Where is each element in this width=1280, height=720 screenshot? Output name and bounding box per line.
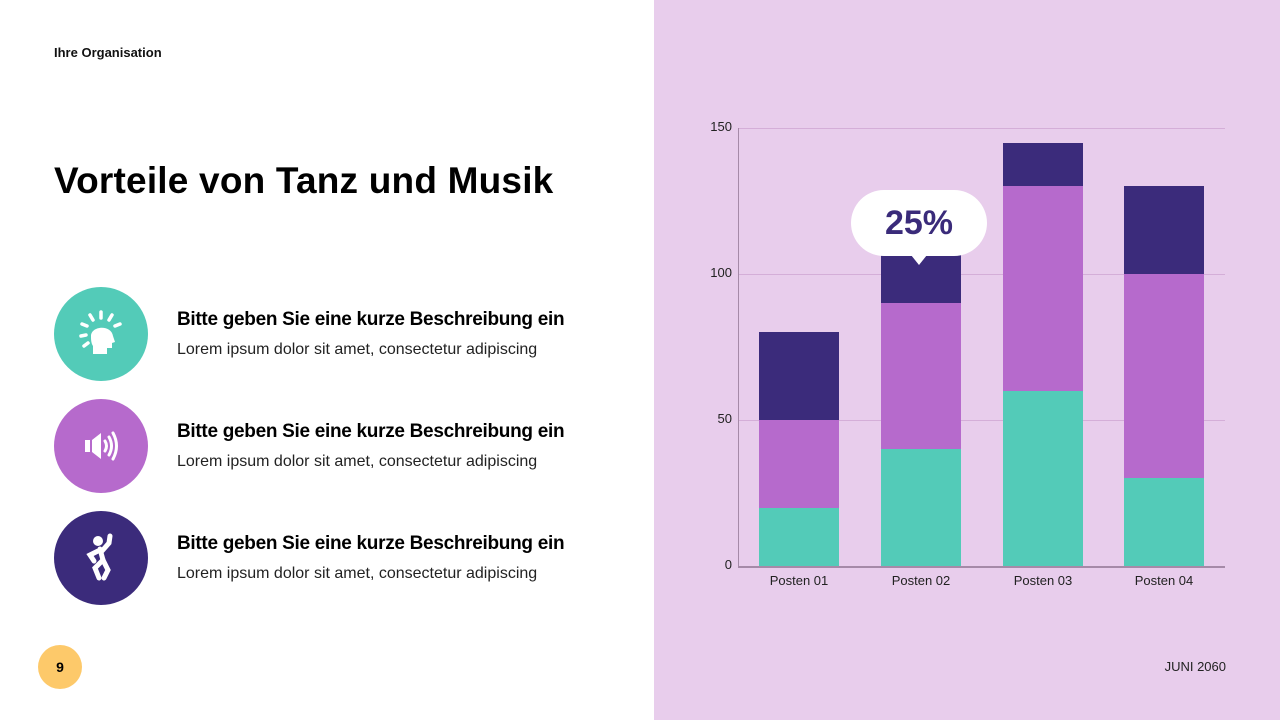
x-tick-label: Posten 02 <box>891 573 951 588</box>
content-panel: Ihre Organisation Vorteile von Tanz und … <box>38 45 634 689</box>
bar-segment <box>1124 274 1204 479</box>
item-title: Bitte geben Sie eine kurze Beschreibung … <box>177 421 565 442</box>
organization-name: Ihre Organisation <box>54 45 162 60</box>
benefit-item-1: Bitte geben Sie eine kurze Beschreibung … <box>54 287 634 381</box>
dancer-icon <box>54 511 148 605</box>
x-axis <box>738 566 1225 568</box>
bar-segment <box>1003 142 1083 187</box>
item-description: Lorem ipsum dolor sit amet, consectetur … <box>177 341 538 358</box>
y-tick-label: 0 <box>724 557 732 572</box>
speaker-icon <box>54 399 148 493</box>
benefit-item-3: Bitte geben Sie eine kurze Beschreibung … <box>54 511 634 605</box>
item-title: Bitte geben Sie eine kurze Beschreibung … <box>177 533 565 554</box>
y-tick-label: 150 <box>710 119 732 134</box>
head-lightbulb-icon <box>54 287 148 381</box>
date-label: JUNI 2060 <box>1164 659 1226 674</box>
gridline <box>738 128 1225 129</box>
gridline <box>738 420 1225 421</box>
x-tick-label: Posten 03 <box>1013 573 1073 588</box>
x-tick-label: Posten 04 <box>1134 573 1194 588</box>
slide-title: Vorteile von Tanz und Musik <box>54 160 554 201</box>
bar-segment <box>1003 186 1083 391</box>
y-tick-label: 100 <box>710 265 732 280</box>
page-number-badge: 9 <box>38 645 82 689</box>
bar-segment <box>881 449 961 566</box>
item-description: Lorem ipsum dolor sit amet, consectetur … <box>177 565 538 582</box>
gridline <box>738 274 1225 275</box>
bar-segment <box>1124 478 1204 566</box>
item-title: Bitte geben Sie eine kurze Beschreibung … <box>177 309 565 330</box>
percentage-callout: 25% <box>851 190 987 265</box>
stacked-bar-chart: 150 100 50 0 Posten 01 Posten 02 Posten … <box>690 110 1250 610</box>
bar-segment <box>1003 390 1083 566</box>
bar-segment <box>881 303 961 450</box>
bar-segment <box>1124 186 1204 274</box>
y-tick-label: 50 <box>717 411 732 426</box>
item-description: Lorem ipsum dolor sit amet, consectetur … <box>177 453 538 470</box>
bar-4 <box>1124 186 1204 566</box>
x-tick-label: Posten 01 <box>769 573 829 588</box>
bar-2 <box>881 244 961 566</box>
y-axis <box>738 128 739 567</box>
bar-segment <box>759 507 839 566</box>
bar-segment <box>759 420 839 508</box>
bar-1 <box>759 332 839 566</box>
bar-segment <box>759 332 839 420</box>
bar-3 <box>1003 142 1083 566</box>
benefit-item-2: Bitte geben Sie eine kurze Beschreibung … <box>54 399 634 493</box>
